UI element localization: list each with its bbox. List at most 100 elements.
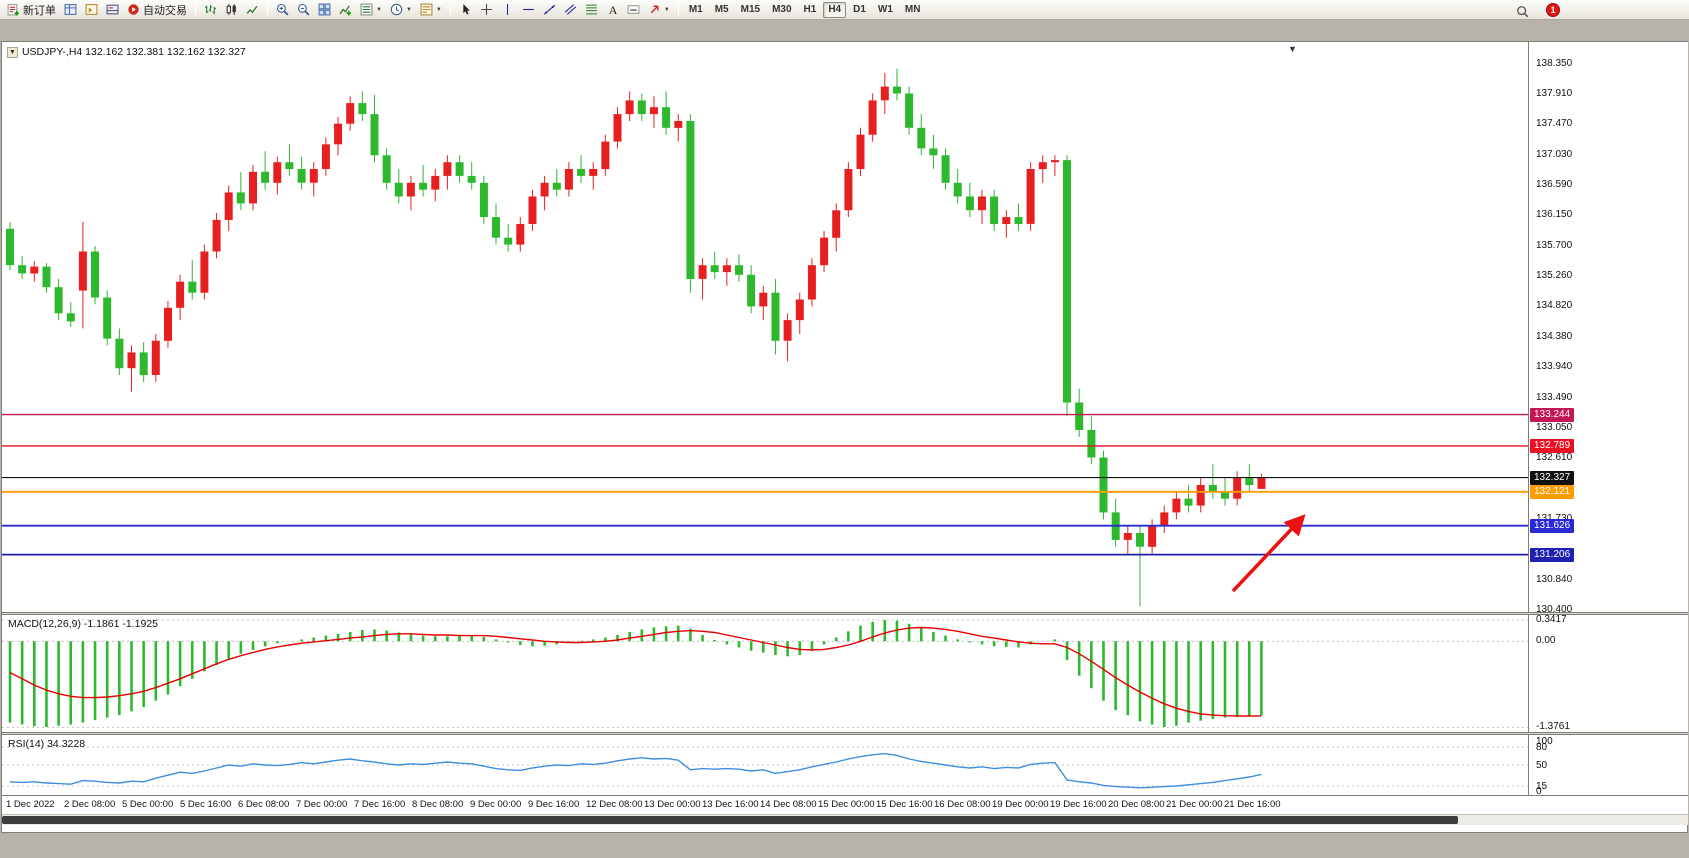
chart-shift-marker[interactable]: ▼: [1288, 44, 1297, 54]
toolbar-separator: [449, 2, 451, 17]
auto-trading-button[interactable]: 自动交易: [123, 1, 191, 19]
price-chart-pane[interactable]: ▼ USDJPY-,H4 132.162 132.381 132.162 132…: [2, 42, 1528, 612]
market-watch-button[interactable]: [60, 1, 81, 19]
text-icon: A: [606, 3, 619, 16]
price-axis-label: 134.820: [1536, 300, 1573, 312]
timeframe-h4-button[interactable]: H4: [823, 1, 847, 18]
zoom-in-button[interactable]: [272, 1, 293, 19]
channel-icon: [564, 3, 577, 16]
indicator-list-button[interactable]: ▼: [356, 1, 386, 19]
fibonacci-button[interactable]: [581, 1, 602, 19]
time-axis-label: 21 Dec 16:00: [1224, 799, 1281, 810]
price-axis-label: 137.030: [1536, 148, 1573, 160]
chart-title: USDJPY-,H4 132.162 132.381 132.162 132.3…: [21, 46, 246, 58]
indicators-button[interactable]: [335, 1, 356, 19]
indicator-list-icon: [360, 3, 373, 16]
autotrade-icon: [127, 3, 140, 16]
price-axis-label: 135.700: [1536, 239, 1573, 251]
bar-chart-mode-button[interactable]: [200, 1, 221, 19]
time-axis-label: 19 Dec 16:00: [1050, 799, 1107, 810]
trendline-button[interactable]: [539, 1, 560, 19]
price-axis-label: 135.260: [1536, 270, 1573, 282]
pane-splitter[interactable]: [2, 732, 1688, 735]
time-axis-label: 5 Dec 00:00: [122, 799, 174, 810]
price-axis-label: 132.610: [1536, 452, 1573, 464]
price-axis-label: 137.470: [1536, 118, 1573, 130]
arrows-button[interactable]: ▼: [644, 1, 674, 19]
price-level-badge: 132.121: [1530, 484, 1575, 499]
time-axis-label: 1 Dec 2022: [6, 799, 55, 810]
price-level-badge: 131.626: [1530, 518, 1575, 533]
equidistant-channel-button[interactable]: [560, 1, 581, 19]
price-axis-label: 131.730: [1536, 513, 1572, 524]
time-axis[interactable]: 1 Dec 2022 2 Dec 08:00 5 Dec 00:00 5 Dec 16…: [2, 795, 1688, 814]
dropdown-caret-icon: ▼: [435, 6, 442, 13]
horizontal-line-button[interactable]: [518, 1, 539, 19]
macd-axis-label: 0.3417: [1536, 613, 1567, 625]
text-button[interactable]: A: [602, 1, 623, 19]
toolbar-separator: [677, 2, 679, 17]
scrollbar-thumb[interactable]: [2, 816, 1458, 824]
fibonacci-icon: [585, 3, 598, 16]
trend-arrow-annotation[interactable]: [1231, 514, 1306, 593]
navigator-button[interactable]: [81, 1, 102, 19]
price-level-badge: 131.206: [1530, 547, 1575, 562]
svg-text:A: A: [609, 3, 618, 16]
templates-button[interactable]: ▼: [416, 1, 446, 19]
line-chart-mode-button[interactable]: [242, 1, 263, 19]
time-axis-label: 2 Dec 08:00: [64, 799, 116, 810]
zoom-out-button[interactable]: [293, 1, 314, 19]
rsi-canvas: [2, 746, 1528, 789]
tile-windows-icon: [318, 3, 331, 16]
macd-label: MACD(12,26,9) -1.1861 -1.1925: [8, 618, 158, 630]
timeframe-m1-button[interactable]: M1: [688, 3, 703, 15]
time-axis-label: 12 Dec 08:00: [586, 799, 643, 810]
bars-icon: [204, 3, 217, 16]
price-axis-label: 133.490: [1536, 391, 1573, 403]
timeframe-w1-button[interactable]: W1: [877, 3, 893, 15]
rsi-pane[interactable]: RSI(14) 34.3228: [2, 735, 1528, 795]
terminal-button[interactable]: [102, 1, 123, 19]
price-axis[interactable]: 138.350 137.910 137.470 137.030 136.590 136.1…: [1528, 42, 1688, 797]
macd-histogram: [8, 620, 1263, 727]
timeframe-m30-button[interactable]: M30: [772, 3, 792, 15]
macd-pane[interactable]: MACD(12,26,9) -1.1861 -1.1925: [2, 615, 1528, 732]
timeframe-mn-button[interactable]: MN: [904, 3, 921, 15]
timeframe-m5-button[interactable]: M5: [714, 3, 729, 15]
tile-windows-button[interactable]: [314, 1, 335, 19]
crosshair-button[interactable]: [476, 1, 497, 19]
horizontal-scrollbar[interactable]: [2, 814, 1688, 825]
rsi-line: [9, 752, 1262, 789]
new-order-button[interactable]: 新订单: [3, 1, 60, 19]
price-axis-label: 136.150: [1536, 209, 1573, 221]
vline-icon: [501, 3, 514, 16]
cursor-button[interactable]: [455, 1, 476, 19]
notification-badge[interactable]: 1: [1546, 3, 1560, 17]
text-label-button[interactable]: [623, 1, 644, 19]
price-axis-label: 133.940: [1536, 360, 1573, 372]
candles-icon: [225, 3, 238, 16]
periods-button[interactable]: ▼: [386, 1, 416, 19]
vertical-line-button[interactable]: [497, 1, 518, 19]
candlesticks: [6, 68, 1266, 607]
timeframe-h1-button[interactable]: H1: [803, 3, 817, 15]
auto-trading-label: 自动交易: [143, 4, 187, 17]
candlestick-mode-button[interactable]: [221, 1, 242, 19]
search-button[interactable]: [1512, 2, 1533, 20]
symbol-dropdown-icon[interactable]: ▼: [7, 46, 18, 58]
pane-splitter[interactable]: [2, 612, 1688, 615]
hline-icon: [522, 3, 535, 16]
macd-axis-label: 0.00: [1536, 635, 1556, 647]
time-axis-label: 9 Dec 16:00: [528, 799, 580, 810]
time-axis-label: 19 Dec 00:00: [992, 799, 1049, 810]
new-order-icon: [7, 3, 20, 16]
price-chart-canvas: [2, 68, 1528, 607]
time-axis-label: 13 Dec 00:00: [644, 799, 701, 810]
templates-icon: [420, 3, 433, 16]
timeframe-m15-button[interactable]: M15: [740, 3, 761, 15]
time-axis-label: 5 Dec 16:00: [180, 799, 232, 810]
rsi-axis-label: 15: [1536, 781, 1548, 792]
price-level-badge: 133.244: [1530, 407, 1575, 422]
price-axis-label: 130.840: [1536, 573, 1573, 585]
timeframe-d1-button[interactable]: D1: [853, 3, 866, 15]
